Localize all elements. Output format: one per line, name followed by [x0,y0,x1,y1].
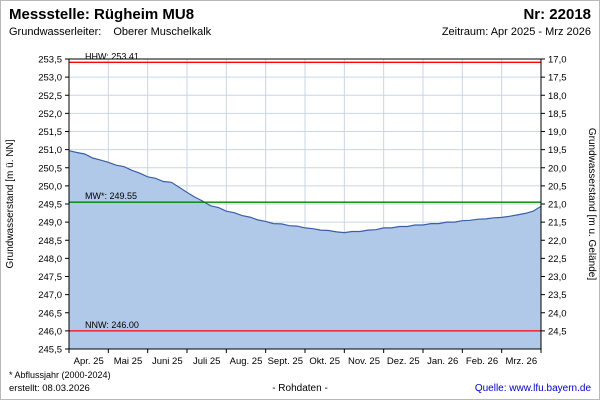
y-tick-label-right: 21,5 [548,218,567,229]
y-tick-label-right: 20,5 [548,181,567,192]
y-tick-label-right: 22,0 [548,236,567,247]
aquifer-value: Oberer Muschelkalk [113,26,212,38]
rohdaten-label: - Rohdaten - [272,383,328,394]
y-tick-label-left: 248,5 [38,236,62,247]
y-tick-label-left: 247,0 [38,290,62,301]
groundwater-line [68,150,542,234]
y-tick-label-left: 246,5 [38,308,62,319]
y-tick-label-right: 24,5 [548,326,567,337]
series [68,150,542,349]
x-tick-label: Nov. 25 [348,356,380,367]
station-title: Messstelle: Rügheim MU8 [9,6,195,23]
x-tick-label: Aug. 25 [230,356,263,367]
x-tick-label: Jan. 26 [427,356,458,367]
y-tick-label-right: 19,5 [548,145,567,156]
y-tick-label-left: 251,5 [38,127,62,138]
y-tick-label-right: 20,0 [548,163,567,174]
refline-label-nnw: NNW: 246.00 [85,320,139,330]
y-tick-label-left: 250,0 [38,181,62,192]
y-tick-label-right: 17,5 [548,73,567,84]
axes: 253,5 253,0 252,5 252,0 251,5 251,0 250,5 250,0… [5,55,597,368]
period-label: Zeitraum: Apr 2025 - Mrz 2026 [441,26,591,38]
reference-lines: HHW: 253.41 MW*: 249.55 NNW: 246.00 [69,51,541,332]
y-axis-title-left: Grundwasserstand [m ü. NN] [5,139,16,268]
x-tick-label: Feb. 26 [466,356,498,367]
y-tick-label-right: 19,0 [548,127,567,138]
x-tick-label: Sept. 25 [268,356,303,367]
y-axis-title-right: Grundwasserstand [m u. Gelände] [586,128,597,281]
y-tick-label-right: 24,0 [548,308,567,319]
x-tick-label: Dez. 25 [387,356,420,367]
y-tick-label-left: 248,0 [38,254,62,265]
refline-label-hhw: HHW: 253.41 [85,51,139,61]
x-tick-label: Apr. 25 [74,356,104,367]
y-tick-label-right: 21,0 [548,200,567,211]
x-tick-label: Mrz. 26 [505,356,537,367]
y-tick-label-right: 23,5 [548,290,567,301]
groundwater-area [69,150,541,349]
aquifer-label: Grundwasserleiter: [9,26,102,38]
y-tick-label-right: 23,0 [548,272,567,283]
y-tick-label-left: 247,5 [38,272,62,283]
footnote-abflussjahr: * Abflussjahr (2000-2024) [9,370,111,380]
x-tick-label: Juni 25 [152,356,183,367]
y-tick-label-left: 253,5 [38,55,62,66]
y-tick-label-left: 249,5 [38,200,62,211]
created-date: erstellt: 08.03.2026 [9,383,90,394]
y-tick-label-left: 246,0 [38,326,62,337]
source-link[interactable]: Quelle: www.lfu.bayern.de [474,383,591,394]
y-tick-label-left: 251,0 [38,145,62,156]
y-tick-label-left: 252,5 [38,91,62,102]
y-tick-label-left: 253,0 [38,73,62,84]
y-tick-label-right: 18,5 [548,109,567,120]
y-tick-label-right: 18,0 [548,91,567,102]
station-number: Nr: 22018 [523,6,591,23]
refline-label-mw: MW*: 249.55 [85,191,137,201]
y-tick-label-right: 17,0 [548,55,567,66]
x-tick-label: Mai 25 [114,356,143,367]
groundwater-chart: HHW: 253.41 MW*: 249.55 NNW: 246.00 253,5 25… [1,45,599,368]
y-tick-label-left: 245,5 [38,345,62,356]
x-tick-label: Okt. 25 [309,356,340,367]
y-tick-label-left: 250,5 [38,163,62,174]
y-tick-label-right: 22,5 [548,254,567,265]
x-tick-label: Juli 25 [193,356,220,367]
header: Messstelle: Rügheim MU8 Nr: 22018 Grundw… [1,1,599,38]
y-tick-label-left: 249,0 [38,218,62,229]
y-tick-label-left: 252,0 [38,109,62,120]
